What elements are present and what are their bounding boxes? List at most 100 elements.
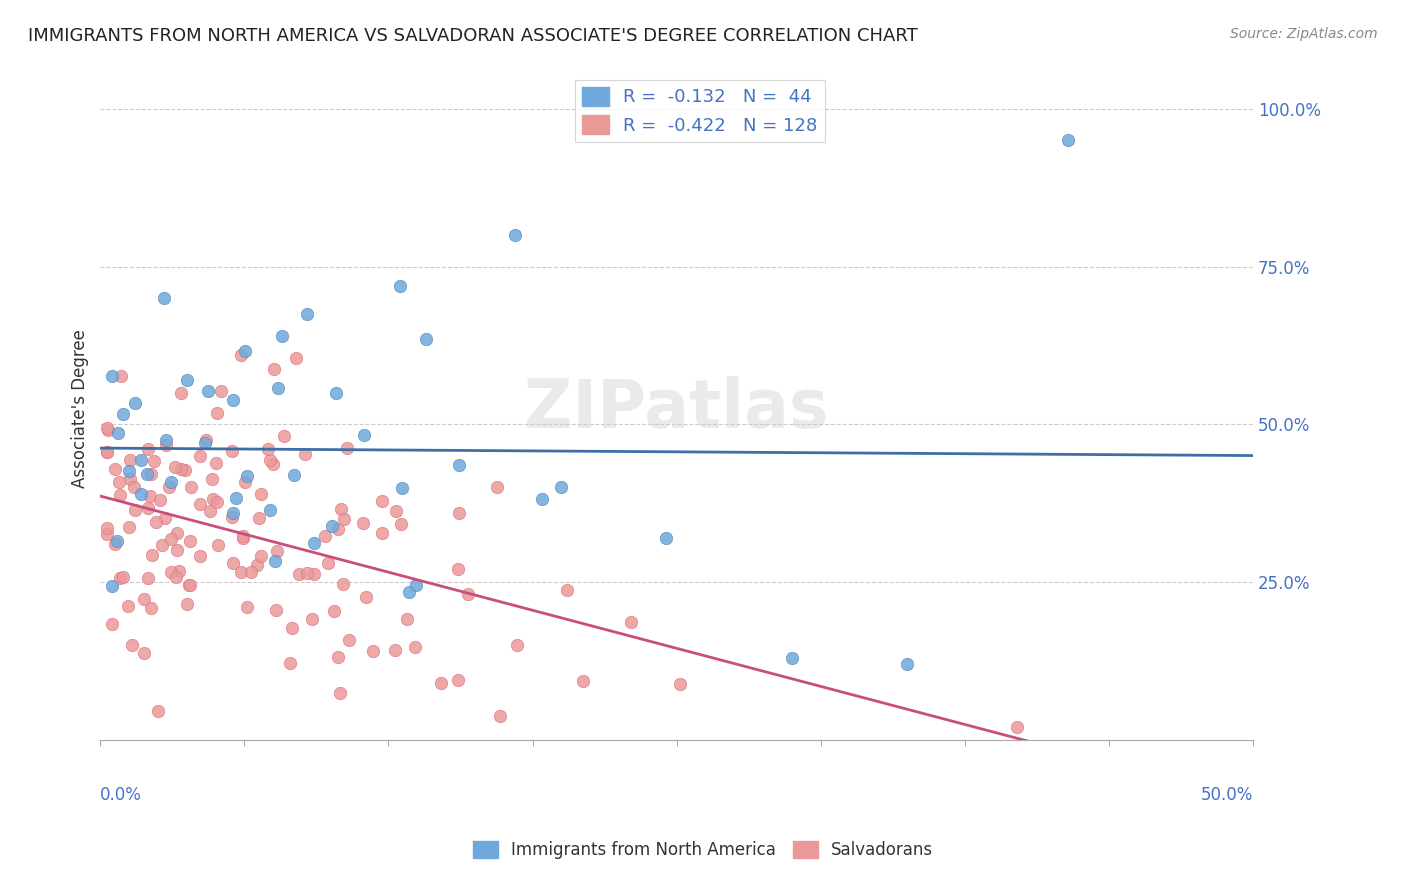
- Point: [337, 632, 360, 647]
- Point: [146, 704, 169, 718]
- Point: [166, 526, 188, 541]
- Point: [669, 677, 692, 691]
- Point: [205, 495, 228, 509]
- Point: [285, 351, 308, 365]
- Point: [209, 384, 232, 399]
- Point: [121, 638, 143, 652]
- Point: [204, 456, 226, 470]
- Point: [176, 598, 198, 612]
- Point: [283, 467, 305, 482]
- Point: [288, 567, 311, 582]
- Point: [124, 503, 146, 517]
- Point: [101, 369, 124, 384]
- Point: [170, 386, 193, 401]
- Point: [96, 444, 118, 458]
- Point: [233, 343, 256, 358]
- Text: IMMIGRANTS FROM NORTH AMERICA VS SALVADORAN ASSOCIATE'S DEGREE CORRELATION CHART: IMMIGRANTS FROM NORTH AMERICA VS SALVADO…: [28, 27, 918, 45]
- Point: [572, 673, 595, 688]
- Point: [188, 497, 211, 511]
- Point: [555, 582, 578, 597]
- Point: [391, 481, 413, 495]
- Point: [550, 479, 572, 493]
- Point: [352, 516, 374, 530]
- Point: [395, 612, 418, 626]
- Point: [118, 472, 141, 486]
- Point: [221, 509, 243, 524]
- Point: [166, 542, 188, 557]
- Point: [235, 468, 257, 483]
- Point: [157, 480, 180, 494]
- Point: [134, 592, 156, 607]
- Point: [112, 570, 135, 584]
- Point: [155, 438, 177, 452]
- Text: 0.0%: 0.0%: [100, 786, 142, 804]
- Point: [281, 621, 304, 635]
- Point: [110, 488, 132, 502]
- Point: [264, 554, 287, 568]
- Point: [457, 587, 479, 601]
- Point: [233, 475, 256, 490]
- Point: [321, 518, 343, 533]
- Point: [332, 577, 354, 591]
- Point: [447, 458, 470, 473]
- Point: [97, 423, 120, 437]
- Point: [363, 643, 385, 657]
- Point: [110, 571, 132, 585]
- Point: [221, 444, 243, 458]
- Point: [160, 475, 183, 489]
- Point: [100, 616, 122, 631]
- Point: [270, 328, 292, 343]
- Point: [325, 386, 347, 401]
- Point: [398, 584, 420, 599]
- Point: [354, 591, 377, 605]
- Point: [107, 475, 129, 489]
- Point: [415, 332, 437, 346]
- Point: [134, 646, 156, 660]
- Point: [197, 384, 219, 398]
- Point: [165, 570, 187, 584]
- Point: [194, 435, 217, 450]
- Point: [153, 511, 176, 525]
- Point: [118, 520, 141, 534]
- Point: [295, 307, 318, 321]
- Point: [404, 640, 426, 654]
- Point: [1007, 720, 1029, 734]
- Point: [167, 564, 190, 578]
- Point: [231, 565, 253, 579]
- Point: [489, 709, 512, 723]
- Point: [118, 452, 141, 467]
- Point: [302, 566, 325, 581]
- Point: [264, 603, 287, 617]
- Point: [447, 562, 470, 576]
- Point: [155, 433, 177, 447]
- Point: [278, 656, 301, 670]
- Point: [188, 449, 211, 463]
- Point: [294, 447, 316, 461]
- Point: [780, 650, 803, 665]
- Point: [124, 396, 146, 410]
- Point: [150, 538, 173, 552]
- Point: [177, 578, 200, 592]
- Point: [389, 516, 412, 531]
- Point: [257, 442, 280, 457]
- Point: [329, 686, 352, 700]
- Point: [124, 480, 146, 494]
- Y-axis label: Associate's Degree: Associate's Degree: [72, 329, 89, 488]
- Point: [301, 612, 323, 626]
- Text: 50.0%: 50.0%: [1201, 786, 1253, 804]
- Point: [139, 601, 162, 615]
- Point: [107, 534, 129, 549]
- Point: [506, 638, 529, 652]
- Point: [138, 442, 160, 457]
- Point: [336, 441, 359, 455]
- Point: [232, 529, 254, 543]
- Point: [201, 491, 224, 506]
- Point: [328, 522, 350, 536]
- Point: [103, 462, 125, 476]
- Point: [240, 566, 263, 580]
- Point: [117, 464, 139, 478]
- Point: [620, 615, 643, 629]
- Point: [139, 467, 162, 481]
- Point: [896, 657, 918, 671]
- Point: [111, 407, 134, 421]
